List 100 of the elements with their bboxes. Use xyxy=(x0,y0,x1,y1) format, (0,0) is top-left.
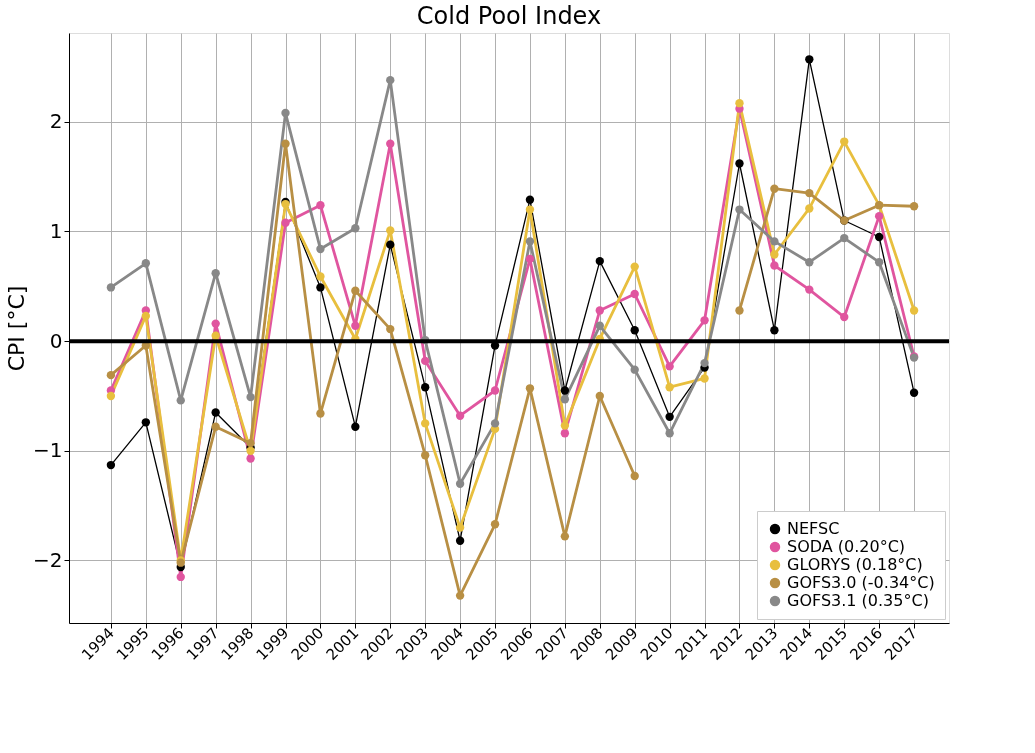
point xyxy=(805,204,814,213)
point xyxy=(560,429,570,438)
point xyxy=(874,211,884,221)
point xyxy=(106,370,116,380)
point xyxy=(840,233,849,243)
point xyxy=(386,324,395,334)
point xyxy=(595,256,604,266)
point xyxy=(840,312,849,322)
point xyxy=(595,306,604,315)
point xyxy=(211,319,220,328)
point xyxy=(874,232,884,242)
point xyxy=(700,374,709,383)
point xyxy=(211,331,220,340)
point xyxy=(421,419,430,428)
point xyxy=(421,451,430,460)
point xyxy=(700,358,709,368)
point xyxy=(316,272,325,281)
point xyxy=(490,419,500,428)
point xyxy=(351,321,360,330)
point xyxy=(386,240,395,249)
point xyxy=(455,591,465,600)
point xyxy=(246,454,255,463)
point xyxy=(630,289,639,299)
point xyxy=(805,285,814,294)
chart-title: Cold Pool Index xyxy=(416,2,602,30)
point xyxy=(455,479,465,488)
point xyxy=(909,306,919,315)
y-axis-title: CPI [°C] xyxy=(4,285,30,372)
point xyxy=(525,205,535,214)
point xyxy=(560,532,570,541)
point xyxy=(211,268,220,278)
point xyxy=(351,286,360,295)
legend-label: SODA (0.20°C) xyxy=(787,537,906,556)
point xyxy=(386,75,395,85)
point xyxy=(490,520,500,529)
point xyxy=(316,409,325,418)
point xyxy=(106,391,116,401)
point xyxy=(735,306,744,315)
point xyxy=(630,471,639,481)
point xyxy=(525,237,535,246)
point xyxy=(141,418,151,427)
point xyxy=(665,429,674,438)
point xyxy=(700,316,709,325)
legend-label: GLORYS (0.18°C) xyxy=(787,555,923,574)
point xyxy=(630,326,639,335)
point xyxy=(281,108,290,118)
point xyxy=(211,408,220,417)
point xyxy=(909,202,919,211)
point xyxy=(770,250,779,259)
point xyxy=(386,139,395,148)
point xyxy=(455,411,465,420)
point xyxy=(770,326,779,335)
point xyxy=(351,224,360,233)
point xyxy=(316,201,325,210)
point xyxy=(874,258,884,267)
point xyxy=(805,258,814,267)
point xyxy=(246,438,255,448)
point xyxy=(805,188,814,198)
point xyxy=(386,226,395,235)
point xyxy=(735,205,744,214)
point xyxy=(351,422,360,431)
point xyxy=(840,137,849,146)
point xyxy=(316,283,325,292)
point xyxy=(770,237,779,246)
point xyxy=(490,386,500,395)
y-tick-label: −2 xyxy=(33,547,63,572)
point xyxy=(735,99,744,108)
point xyxy=(176,396,185,405)
point xyxy=(525,254,535,264)
point xyxy=(560,421,570,430)
y-tick-label: 2 xyxy=(49,109,63,134)
point xyxy=(421,383,430,392)
point xyxy=(525,384,535,393)
point xyxy=(246,392,255,402)
legend-label: NEFSC xyxy=(787,519,840,538)
point xyxy=(770,184,779,193)
point xyxy=(560,386,570,395)
point xyxy=(665,412,674,421)
point xyxy=(281,139,290,148)
point xyxy=(770,261,779,270)
point xyxy=(455,523,465,532)
point xyxy=(281,218,290,227)
point xyxy=(106,283,116,292)
point xyxy=(630,365,639,374)
point xyxy=(141,311,151,321)
point xyxy=(909,388,919,397)
point xyxy=(735,159,744,168)
point xyxy=(630,262,639,271)
point xyxy=(141,259,151,268)
point xyxy=(176,572,185,582)
point xyxy=(211,422,220,431)
point xyxy=(560,395,570,404)
point xyxy=(316,244,325,254)
y-tick-label: 1 xyxy=(49,218,63,243)
point xyxy=(106,460,116,470)
legend-label: GOFS3.1 (0.35°C) xyxy=(787,591,929,610)
point xyxy=(665,362,674,371)
point xyxy=(421,356,430,366)
y-tick-label: 0 xyxy=(49,328,63,353)
point xyxy=(595,391,604,401)
